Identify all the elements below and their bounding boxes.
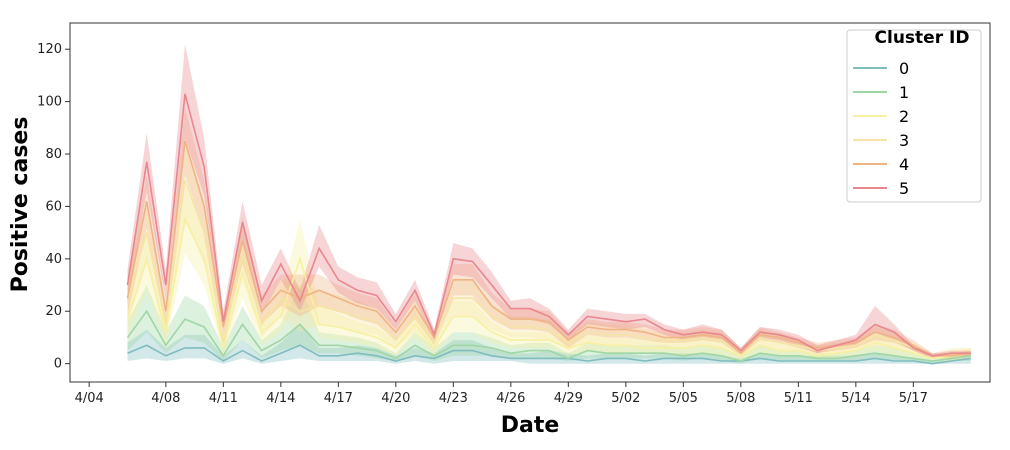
x-tick-label: 4/08 — [151, 391, 180, 406]
y-axis-ticks: 0 20 40 60 80 100 120 — [37, 42, 70, 372]
y-tick-label: 60 — [45, 199, 62, 214]
y-tick-label: 40 — [45, 252, 62, 267]
x-tick-label: 4/17 — [324, 391, 353, 406]
x-tick-label: 4/26 — [496, 391, 525, 406]
x-tick-label: 4/29 — [554, 391, 583, 406]
series-lines — [126, 93, 971, 365]
x-tick-label: 5/08 — [726, 391, 755, 406]
x-tick-label: 5/11 — [784, 391, 813, 406]
series-line-cluster-1 — [126, 309, 971, 362]
band-cluster-1 — [127, 285, 971, 364]
band-cluster-3 — [127, 140, 971, 359]
x-tick-label: 4/14 — [266, 391, 295, 406]
y-tick-label: 80 — [45, 147, 62, 162]
x-tick-label: 5/14 — [841, 391, 870, 406]
legend-label-cluster-2: 2 — [899, 107, 909, 126]
y-tick-label: 100 — [37, 95, 62, 110]
x-tick-label: 5/05 — [669, 391, 698, 406]
series-line-cluster-4 — [126, 140, 971, 357]
legend-label-cluster-1: 1 — [899, 83, 909, 102]
plot-frame — [69, 22, 991, 383]
y-tick-label: 120 — [37, 42, 62, 57]
legend-label-cluster-4: 4 — [899, 155, 909, 174]
legend-items: 0 1 2 3 4 5 — [853, 59, 909, 198]
series-line-cluster-5 — [126, 93, 971, 357]
y-tick-label: 20 — [45, 304, 62, 319]
series-line-cluster-2 — [126, 216, 971, 360]
series-line-cluster-3 — [126, 179, 971, 357]
x-tick-label: 4/11 — [209, 391, 238, 406]
x-axis-title: Date — [501, 413, 560, 438]
legend-label-cluster-3: 3 — [899, 131, 909, 150]
legend-box — [846, 29, 982, 203]
x-tick-label: 4/04 — [75, 391, 104, 406]
band-cluster-4 — [127, 106, 971, 359]
x-tick-label: 4/23 — [439, 391, 468, 406]
x-tick-label: 5/17 — [899, 391, 928, 406]
x-axis-ticks: 4/04 4/08 4/11 4/14 4/17 4/20 4/23 4/26 4/29 5/02… — [75, 382, 928, 406]
band-cluster-2 — [127, 185, 971, 361]
legend: Cluster ID 0 1 2 3 4 5 — [846, 28, 982, 203]
series-line-cluster-0 — [127, 344, 971, 365]
legend-label-cluster-5: 5 — [899, 179, 909, 198]
legend-label-cluster-0: 0 — [899, 59, 909, 78]
legend-title: Cluster ID — [875, 28, 970, 48]
x-tick-label: 4/20 — [381, 391, 410, 406]
y-tick-label: 0 — [54, 357, 62, 372]
x-tick-label: 5/02 — [611, 391, 640, 406]
y-axis-title: Positive cases — [8, 117, 33, 293]
